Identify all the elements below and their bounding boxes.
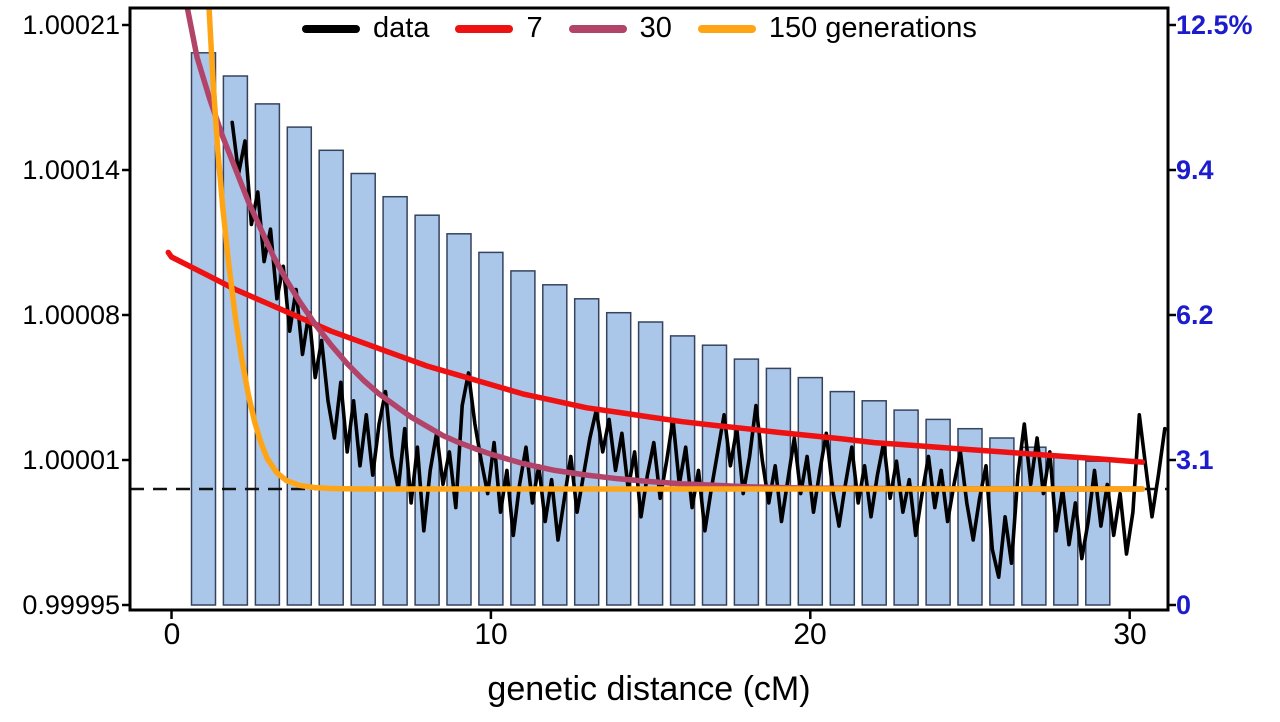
- left-axis-tick-label: 1.00014: [22, 155, 120, 185]
- x-axis-tick-label: 0: [163, 618, 181, 651]
- right-axis-tick-label: 9.4: [1176, 155, 1214, 185]
- right-axis-tick-label: 3.1: [1176, 445, 1214, 475]
- right-axis-tick-label: 0: [1176, 590, 1192, 620]
- x-axis-tick-label: 30: [1113, 618, 1147, 651]
- left-axis-tick-label: 0.99995: [22, 590, 120, 620]
- left-axis-tick-label: 1.00008: [22, 300, 120, 330]
- legend-item-7-generations: 7: [455, 12, 543, 45]
- legend-swatch-data: [302, 24, 360, 33]
- left-axis-tick-label: 1.00021: [22, 10, 120, 40]
- left-axis-tick-label: 1.00001: [22, 445, 120, 475]
- legend-item-data: data: [302, 12, 429, 45]
- right-axis-tick-label: 6.2: [1176, 300, 1214, 330]
- legend-swatch-7-generations: [455, 24, 514, 33]
- legend-swatch-30-generations: [568, 24, 627, 33]
- x-axis-tick-label: 20: [793, 618, 827, 651]
- legend-label-7-generations: 7: [526, 12, 543, 44]
- legend-swatch-150-generations: [697, 24, 756, 33]
- legend-item-30-generations: 30: [568, 12, 672, 45]
- legend-item-150-generations: 150 generations: [697, 12, 977, 45]
- x-axis-tick-label: 10: [474, 618, 508, 651]
- legend-label-30-generations: 30: [639, 12, 672, 44]
- legend-label-data: data: [373, 12, 430, 44]
- legend: data 7 30 150 generations: [302, 12, 977, 45]
- legend-label-150-generations: 150 generations: [768, 12, 977, 44]
- x-axis-title: genetic distance (cM): [487, 670, 811, 708]
- right-axis-tick-label: 12.5%: [1176, 10, 1253, 40]
